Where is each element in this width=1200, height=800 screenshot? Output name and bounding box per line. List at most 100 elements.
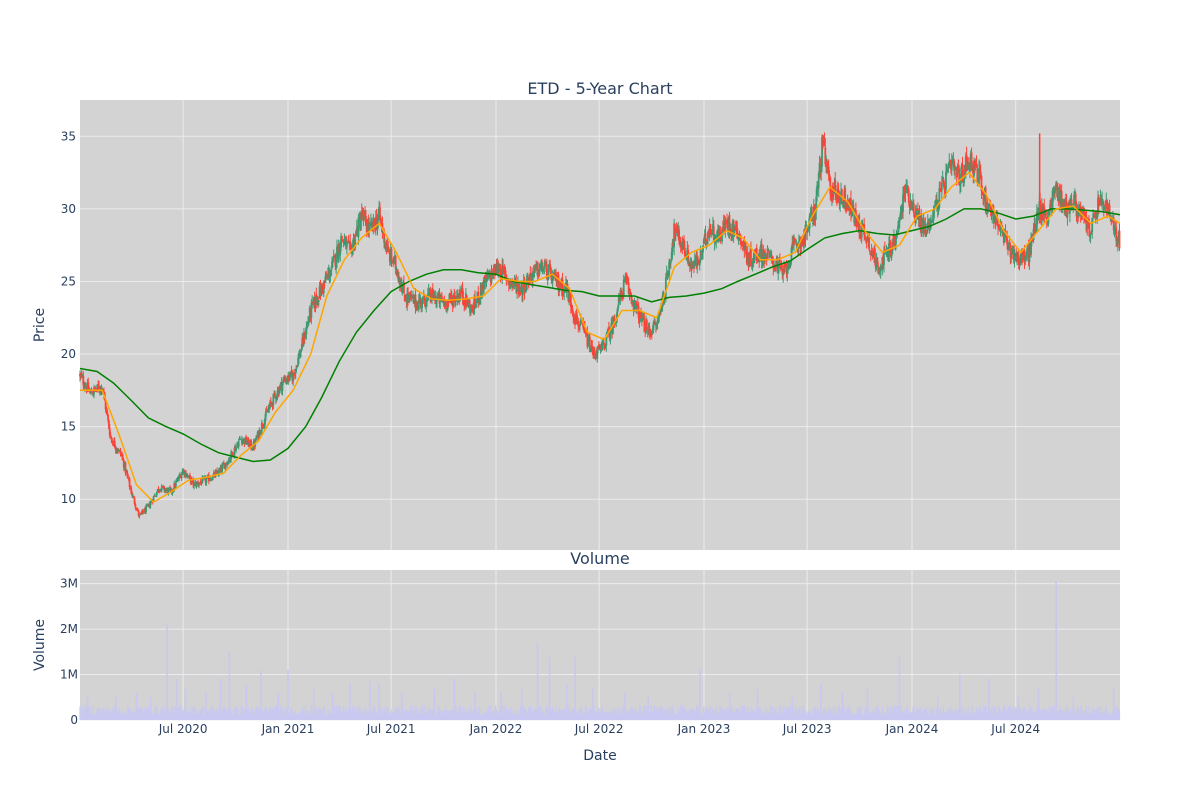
volume-bar <box>392 711 394 720</box>
volume-bar <box>1023 707 1026 720</box>
volume-plot-area[interactable] <box>80 570 1120 720</box>
volume-bar <box>760 708 762 720</box>
candle-body <box>970 152 973 171</box>
volume-bar <box>557 711 560 720</box>
volume-bar <box>806 715 808 720</box>
candle-body <box>1006 237 1009 245</box>
volume-bar <box>717 712 719 720</box>
candle-body <box>989 205 992 209</box>
date-tick-label: Jul 2022 <box>574 722 624 736</box>
volume-bar <box>184 688 187 720</box>
volume-bar <box>539 706 541 720</box>
volume-bar <box>178 707 180 720</box>
candle-body <box>208 479 211 481</box>
volume-bar <box>1111 712 1113 720</box>
candle-body <box>1089 233 1092 236</box>
volume-bar <box>916 707 918 720</box>
candle-body <box>888 241 891 248</box>
candle-body <box>499 267 502 277</box>
volume-bar <box>1091 709 1093 720</box>
volume-bar <box>563 709 565 720</box>
volume-bar <box>766 713 768 720</box>
volume-bar <box>941 711 943 720</box>
candle-body <box>1118 230 1121 249</box>
volume-bar <box>854 713 856 720</box>
volume-bar <box>470 705 472 720</box>
candle-body <box>521 287 524 296</box>
candle-body <box>334 254 337 266</box>
volume-bar <box>404 708 406 720</box>
volume-bar <box>504 705 506 720</box>
volume-bar <box>889 713 891 720</box>
volume-bar <box>409 711 411 720</box>
volume-bar <box>932 709 934 720</box>
candle-body <box>1021 252 1023 258</box>
candle-body <box>946 168 949 171</box>
candle-body <box>260 422 263 432</box>
candle-body <box>828 174 831 176</box>
volume-bar <box>924 707 926 720</box>
volume-bar <box>1053 705 1055 720</box>
volume-bar <box>375 714 377 720</box>
volume-bar <box>637 713 640 720</box>
volume-bar <box>547 709 549 720</box>
volume-bar <box>418 709 420 720</box>
volume-bar <box>243 715 246 720</box>
volume-bar <box>771 706 774 720</box>
volume-bar <box>385 705 387 720</box>
candle-body <box>939 188 942 191</box>
volume-bar <box>787 707 789 720</box>
volume-bar <box>950 705 952 720</box>
volume-bar <box>434 712 436 720</box>
volume-bar <box>309 713 312 720</box>
candle-body <box>431 288 433 300</box>
volume-bar <box>1022 712 1024 720</box>
volume-bar <box>439 710 441 720</box>
volume-bar <box>187 710 189 720</box>
volume-bar <box>1012 715 1014 720</box>
volume-bar <box>1000 714 1002 720</box>
candle-body <box>307 320 310 323</box>
volume-bar <box>490 705 492 720</box>
volume-bar <box>722 709 724 720</box>
candle-body <box>84 386 87 388</box>
candle-body <box>814 208 817 220</box>
candle-body <box>541 261 543 272</box>
volume-bar <box>974 712 976 720</box>
candle-body <box>346 242 349 244</box>
candle-body <box>629 291 632 294</box>
volume-bar <box>322 708 324 720</box>
volume-bar <box>445 706 447 720</box>
volume-bar <box>629 713 631 720</box>
candle-body <box>403 282 405 294</box>
volume-bar <box>145 706 147 720</box>
volume-bar <box>223 706 225 720</box>
volume-bar <box>191 710 193 720</box>
candle-body <box>1007 243 1010 247</box>
volume-bar <box>827 706 829 720</box>
volume-bar <box>944 711 946 720</box>
volume-bar <box>274 706 276 720</box>
volume-bar <box>625 712 627 720</box>
candle-body <box>952 158 955 162</box>
volume-bar <box>891 713 893 720</box>
volume-bar <box>531 707 533 720</box>
volume-bar <box>694 713 696 720</box>
volume-bar <box>237 709 239 720</box>
candle-body <box>648 325 651 335</box>
volume-bar <box>523 707 526 720</box>
volume-bar <box>1076 706 1078 720</box>
volume-bar <box>264 707 266 720</box>
candle-body <box>750 249 752 266</box>
candle-body <box>665 272 668 279</box>
candle-body <box>659 311 661 313</box>
volume-bar <box>1048 705 1050 720</box>
volume-bar <box>1108 713 1111 720</box>
volume-bar <box>931 710 933 720</box>
volume-bar <box>971 713 974 720</box>
volume-bar <box>768 711 770 720</box>
candle-body <box>666 273 669 276</box>
volume-bar <box>740 705 742 720</box>
volume-bar <box>904 710 906 720</box>
candle-body <box>902 194 904 212</box>
